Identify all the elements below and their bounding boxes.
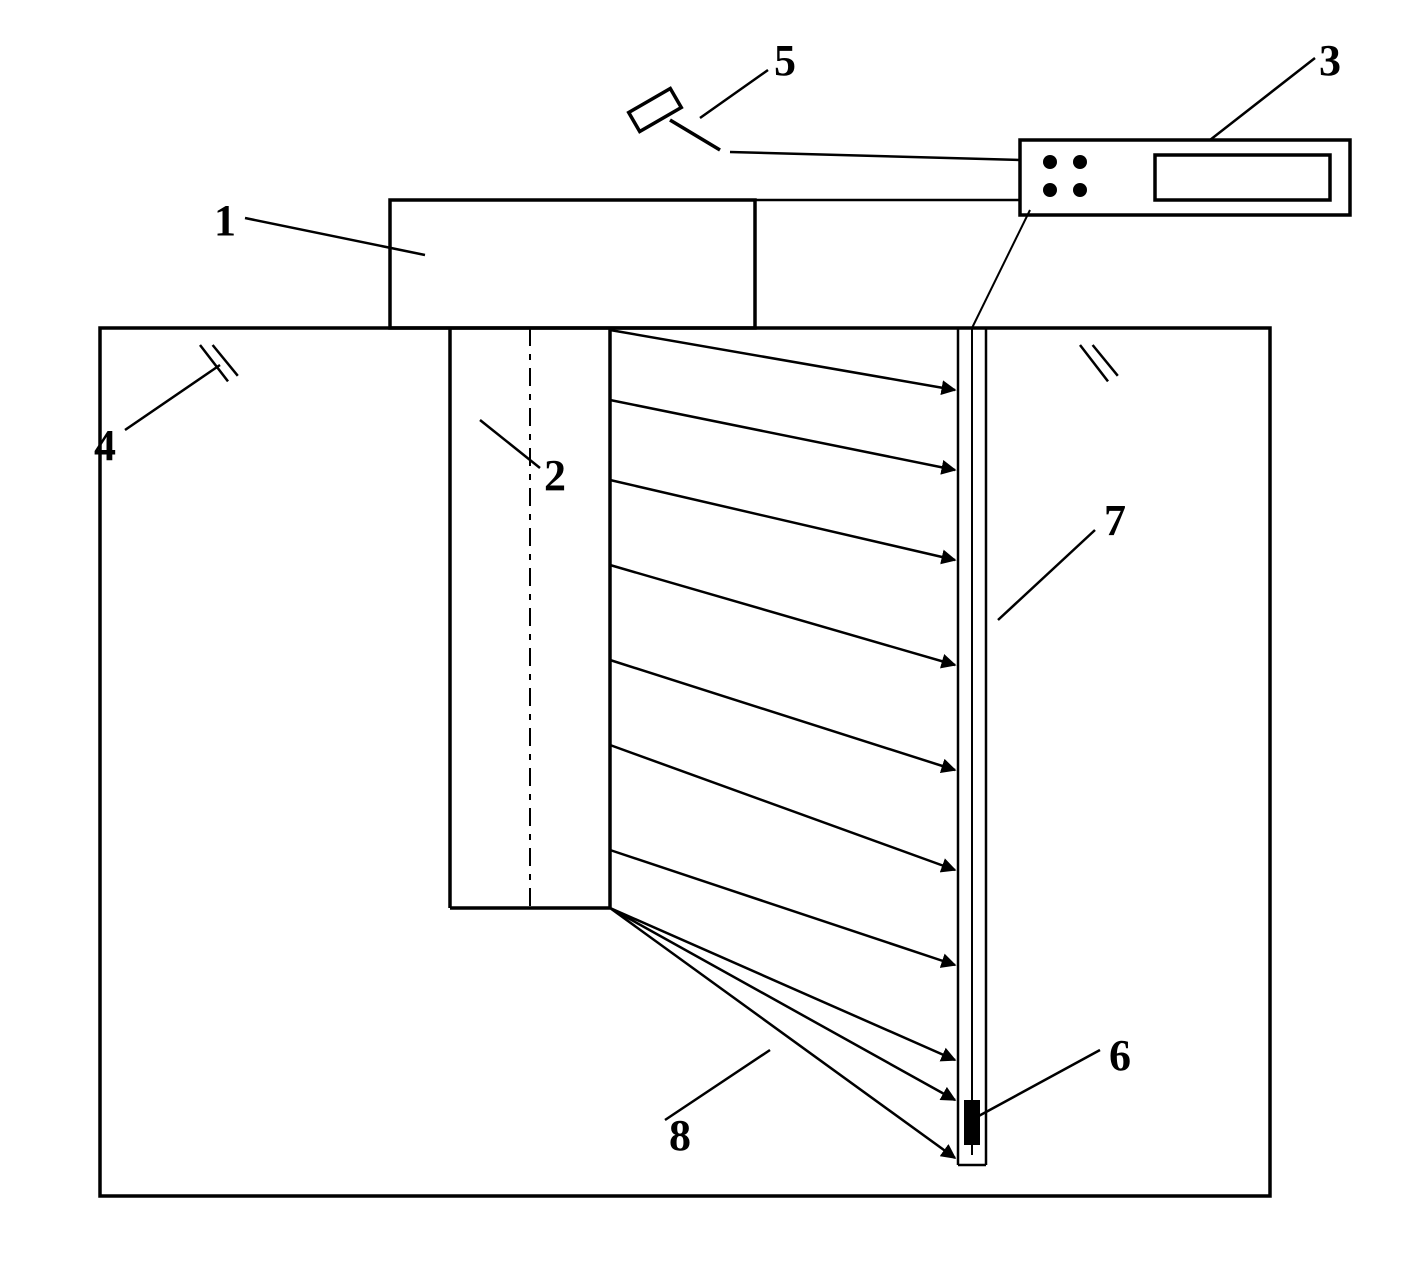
label-5: 5 [774,36,796,85]
cable-above-ground [972,210,1030,328]
label-4: 4 [94,421,116,470]
label-leader-4 [125,365,220,430]
ground-mark [1080,345,1118,381]
label-leader-3 [1210,58,1315,140]
hammer-head [629,88,682,131]
instrument-port [1073,155,1087,169]
label-leader-8 [665,1050,770,1120]
instrument-body [1020,140,1350,215]
wave-arrow [610,480,955,560]
hammer-handle [670,120,720,150]
wave-arrow [610,745,955,870]
instrument-port [1073,183,1087,197]
instrument-screen [1155,155,1330,200]
wave-arrow [610,850,955,965]
soil-box [100,328,1270,1196]
label-6: 6 [1109,1031,1131,1080]
wave-arrow-fan [610,908,955,1060]
label-3: 3 [1319,36,1341,85]
label-leader-7 [998,530,1095,620]
wave-arrow [610,330,955,390]
wave-arrow [610,565,955,665]
wave-arrow [610,660,955,770]
label-leader-2 [480,420,540,468]
label-8: 8 [669,1111,691,1160]
label-7: 7 [1104,496,1126,545]
sensor [964,1100,980,1145]
instrument-port [1043,183,1057,197]
label-leader-1 [245,218,425,255]
label-1: 1 [214,196,236,245]
top-block [390,200,755,328]
wave-arrow [610,400,955,470]
wave-arrow-fan [610,908,955,1100]
wire-hammer-to-instrument [730,152,1020,160]
instrument-port [1043,155,1057,169]
label-leader-6 [975,1050,1100,1118]
wave-arrow-fan [610,908,955,1158]
label-2: 2 [544,451,566,500]
label-leader-5 [700,70,768,118]
